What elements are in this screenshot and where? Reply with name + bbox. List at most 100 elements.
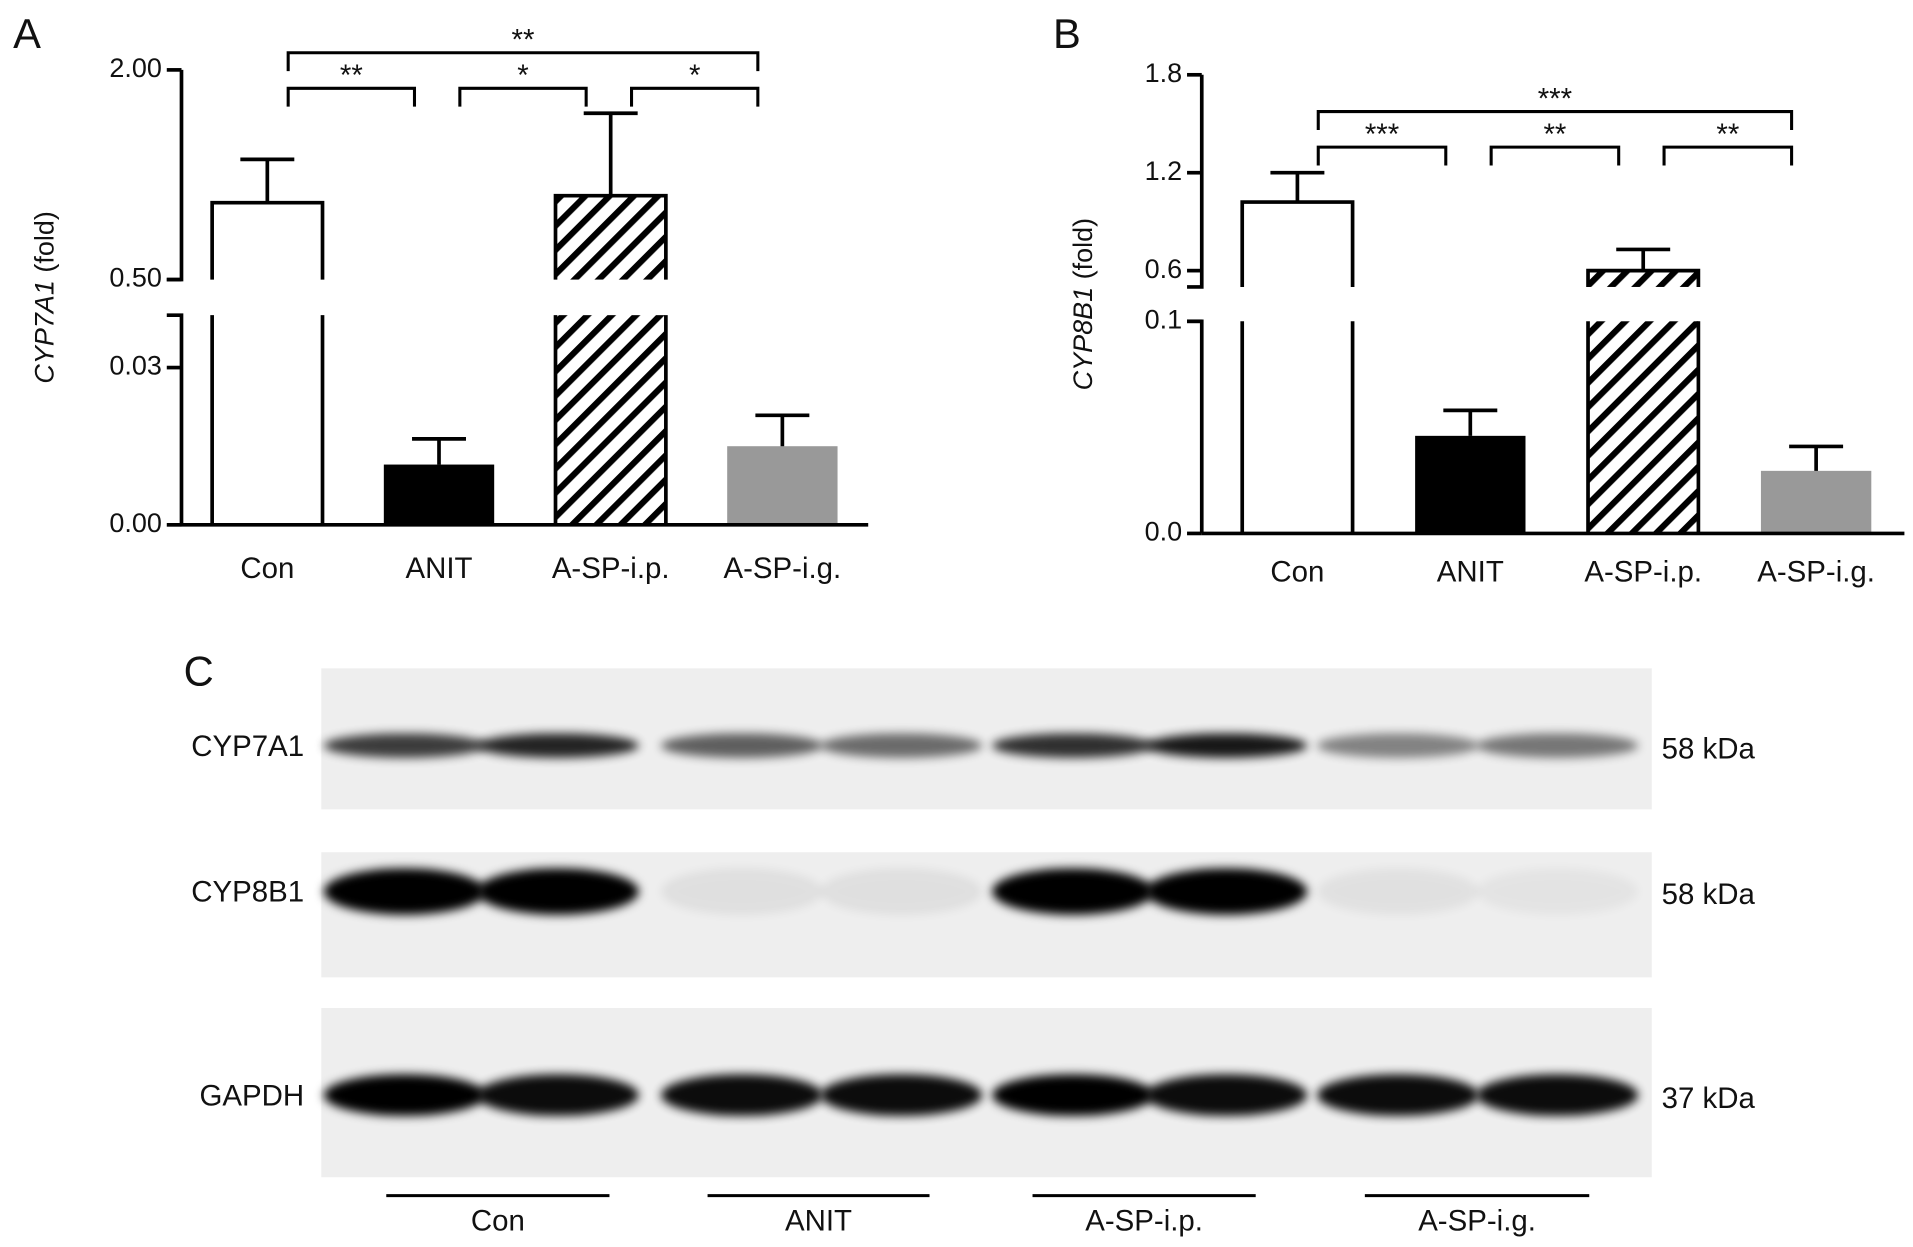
bar <box>383 464 495 525</box>
blot-row-label: CYP8B1 <box>191 876 304 909</box>
bar <box>555 195 666 280</box>
y-tick-label: 1.8 <box>1145 58 1183 88</box>
blot-band <box>992 868 1154 915</box>
significance-bracket <box>630 86 760 107</box>
x-tick-label: ANIT <box>405 552 472 585</box>
bar-outline <box>1586 321 1701 534</box>
blot-band <box>323 1074 486 1116</box>
y-tick-label: 0.1 <box>1145 304 1183 334</box>
significance-label: ** <box>1543 118 1566 151</box>
blot-band <box>660 1074 823 1116</box>
y-axis-label-gene: CYP8B1 <box>1068 287 1098 390</box>
blot-band <box>477 1074 639 1116</box>
bar-outline <box>1240 321 1355 534</box>
bar-outline <box>553 315 668 525</box>
blot-group-label: A-SP-i.p. <box>1085 1204 1203 1237</box>
blot-band <box>323 733 486 758</box>
x-tick-label: A-SP-i.g. <box>1757 556 1875 589</box>
y-tick-label: 0.0 <box>1145 517 1183 547</box>
significance-bracket <box>1316 110 1794 130</box>
blot-band <box>1476 733 1639 758</box>
x-tick-label: A-SP-i.p. <box>552 552 670 585</box>
x-tick-label: ANIT <box>1437 556 1504 589</box>
bar-lower-part <box>555 315 666 525</box>
significance-label: ** <box>1716 118 1739 151</box>
bar-lower-part <box>212 315 323 525</box>
error-bar <box>1270 170 1325 203</box>
blot-row-label: GAPDH <box>199 1079 304 1112</box>
y-tick-label: 0.50 <box>109 263 162 293</box>
significance-label: *** <box>1365 118 1399 151</box>
significance-label: *** <box>1538 82 1572 115</box>
error-bar <box>240 157 295 203</box>
bar <box>1588 270 1699 287</box>
significance-bracket <box>1662 145 1794 166</box>
blot-band <box>1317 1074 1479 1116</box>
blot-group-label: Con <box>471 1204 525 1237</box>
bar <box>1415 435 1526 534</box>
x-tick-label: Con <box>1270 556 1324 589</box>
bar <box>1760 470 1872 534</box>
significance-bracket <box>1489 145 1621 166</box>
x-tick-label: A-SP-i.p. <box>1584 556 1702 589</box>
y-tick-label: 2.00 <box>109 53 162 83</box>
y-tick-label: 0.6 <box>1145 254 1183 284</box>
blot-size-label: 58 kDa <box>1662 878 1756 911</box>
panel-label: C <box>184 647 214 694</box>
blot-band <box>1145 733 1308 758</box>
error-bar <box>1616 247 1671 271</box>
y-axis-label-unit: (fold) <box>30 211 60 272</box>
blot-row-label: CYP7A1 <box>191 730 304 763</box>
blot-band <box>820 1074 983 1116</box>
significance-label: ** <box>512 23 535 56</box>
x-tick-label: A-SP-i.g. <box>724 552 842 585</box>
blot-band <box>1317 868 1479 915</box>
x-tick-label: Con <box>240 552 294 585</box>
y-tick-label: 1.2 <box>1145 156 1183 186</box>
significance-label: * <box>517 59 528 92</box>
y-axis-label-gene: CYP7A1 <box>30 280 60 383</box>
blot-band <box>477 733 639 758</box>
bar <box>727 446 838 525</box>
error-bar <box>1789 444 1844 471</box>
blot-size-label: 37 kDa <box>1662 1082 1756 1115</box>
blot-size-label: 58 kDa <box>1662 732 1756 765</box>
blot-band <box>477 868 639 915</box>
error-bar <box>583 111 638 196</box>
bar-lower-part <box>1242 321 1353 534</box>
significance-bracket <box>286 86 417 107</box>
y-tick-label: 0.03 <box>109 351 162 381</box>
significance-bracket <box>458 86 588 107</box>
y-tick-label: 0.00 <box>109 508 162 538</box>
blot-band <box>1476 868 1639 915</box>
panel-label: B <box>1053 10 1081 57</box>
bar-lower-part <box>1588 321 1699 534</box>
y-axis-label: CYP7A1 (fold) <box>30 211 60 383</box>
blot-group-label: A-SP-i.g. <box>1418 1204 1536 1237</box>
significance-bracket <box>1316 145 1448 166</box>
blot-band <box>323 868 486 915</box>
error-bar <box>412 437 466 465</box>
blot-band <box>1476 1074 1639 1116</box>
blot-band <box>992 1074 1154 1116</box>
error-bar <box>1443 408 1498 436</box>
blot-band <box>660 868 823 915</box>
significance-label: ** <box>340 59 363 92</box>
figure-content: A CYP7A1 (fold) Con ANIT A-SP-i.p. A-SP-i.g. 0… <box>13 10 1905 1237</box>
y-axis <box>166 69 184 525</box>
blot-band <box>660 733 823 758</box>
blot-band <box>820 868 983 915</box>
panel-label: A <box>13 10 41 57</box>
blot-band <box>1145 868 1308 915</box>
blot-band <box>1145 1074 1308 1116</box>
error-bar <box>755 413 810 447</box>
blot-band <box>1317 733 1479 758</box>
y-axis <box>1187 74 1204 534</box>
bar-outline <box>210 315 325 525</box>
significance-bracket <box>286 51 760 72</box>
blot-band <box>820 733 983 758</box>
bar <box>1242 202 1353 287</box>
blot-group-label: ANIT <box>785 1204 852 1237</box>
